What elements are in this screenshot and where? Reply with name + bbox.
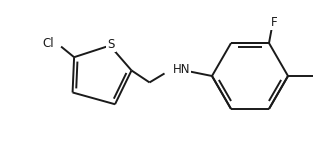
Text: S: S (107, 38, 115, 51)
Text: F: F (271, 16, 278, 29)
Text: HN: HN (173, 63, 190, 76)
Text: Cl: Cl (43, 37, 54, 50)
